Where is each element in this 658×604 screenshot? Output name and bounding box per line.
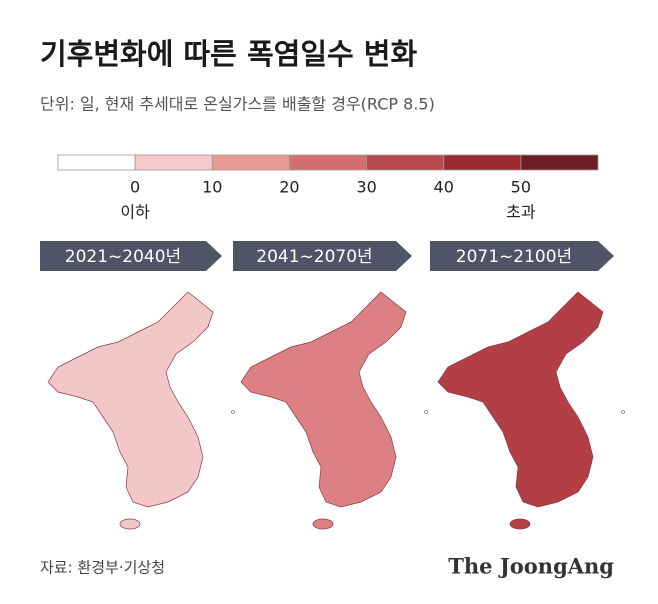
panels: 2021~2040년 2041~2070년 2071~2100년	[40, 241, 625, 530]
legend-tick-label: 10	[202, 178, 222, 197]
legend-swatch	[211, 154, 290, 171]
map-ulleung	[424, 410, 428, 414]
period-banner	[40, 241, 222, 271]
map	[47, 291, 235, 530]
legend-swatch	[520, 154, 599, 171]
title: 기후변화에 따른 폭염일수 변화	[40, 37, 417, 71]
map	[240, 291, 428, 530]
source: 자료: 환경부·기상청	[40, 559, 165, 577]
legend-tick-label: 20	[279, 178, 299, 197]
legend-tick-label: 40	[434, 178, 454, 197]
legend: 0 10 20 30 40 50 이하 초과	[57, 154, 599, 222]
period-label: 2021~2040년	[65, 247, 181, 267]
map-jeju	[509, 518, 531, 530]
legend-tick-label: 0	[130, 178, 140, 197]
legend-below-label: 이하	[120, 203, 150, 222]
map-ulleung	[231, 410, 235, 414]
period-label: 2071~2100년	[456, 247, 572, 267]
legend-tick-label: 30	[356, 178, 376, 197]
brand-logo: The JoongAng	[448, 554, 614, 579]
legend-swatch	[289, 154, 367, 171]
period-banner	[430, 241, 614, 271]
legend-swatch	[134, 154, 213, 171]
map-ulleung	[621, 410, 625, 414]
map-peninsula	[240, 291, 407, 508]
map-jeju	[312, 518, 334, 530]
legend-swatch	[443, 154, 522, 171]
legend-swatch	[366, 154, 445, 171]
subtitle: 단위: 일, 현재 추세대로 온실가스를 배출할 경우(RCP 8.5)	[40, 95, 435, 114]
legend-tick-label: 50	[511, 178, 531, 197]
map	[437, 291, 625, 530]
period-label: 2041~2070년	[256, 247, 372, 267]
legend-above-label: 초과	[506, 203, 536, 222]
map-jeju	[119, 518, 141, 530]
map-peninsula	[47, 291, 214, 508]
period-banner	[233, 241, 412, 271]
map-peninsula	[437, 291, 604, 508]
legend-swatch	[57, 154, 136, 171]
